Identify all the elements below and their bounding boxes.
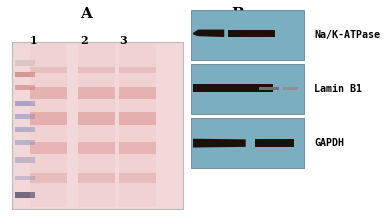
Text: 2: 2 (230, 35, 238, 46)
FancyBboxPatch shape (191, 10, 304, 60)
FancyBboxPatch shape (191, 118, 304, 168)
FancyBboxPatch shape (15, 192, 35, 198)
FancyBboxPatch shape (15, 114, 35, 119)
Text: 3: 3 (267, 35, 275, 46)
FancyBboxPatch shape (119, 67, 156, 73)
Polygon shape (193, 84, 250, 92)
FancyBboxPatch shape (30, 112, 67, 125)
FancyBboxPatch shape (30, 173, 67, 183)
FancyBboxPatch shape (15, 176, 35, 180)
FancyBboxPatch shape (15, 60, 35, 66)
FancyBboxPatch shape (12, 42, 183, 209)
FancyBboxPatch shape (30, 87, 67, 99)
FancyBboxPatch shape (15, 157, 35, 163)
Text: A: A (80, 7, 92, 21)
FancyBboxPatch shape (30, 44, 67, 207)
Polygon shape (228, 29, 275, 37)
FancyBboxPatch shape (78, 142, 115, 154)
Polygon shape (259, 87, 279, 90)
Polygon shape (193, 139, 246, 148)
Text: 1: 1 (193, 35, 201, 46)
FancyBboxPatch shape (191, 64, 304, 114)
FancyBboxPatch shape (119, 44, 156, 207)
FancyBboxPatch shape (78, 173, 115, 183)
Text: GAPDH: GAPDH (314, 138, 344, 148)
FancyBboxPatch shape (15, 72, 35, 77)
Text: B: B (231, 7, 245, 21)
Polygon shape (283, 87, 298, 90)
FancyBboxPatch shape (119, 112, 156, 125)
FancyBboxPatch shape (119, 173, 156, 183)
FancyBboxPatch shape (119, 142, 156, 154)
FancyBboxPatch shape (30, 142, 67, 154)
Text: 2: 2 (80, 35, 88, 46)
FancyBboxPatch shape (15, 127, 35, 132)
Polygon shape (255, 139, 294, 147)
FancyBboxPatch shape (78, 112, 115, 125)
Text: 1: 1 (29, 35, 37, 46)
FancyBboxPatch shape (15, 101, 35, 106)
Text: Na/K-ATPase: Na/K-ATPase (314, 30, 380, 40)
FancyBboxPatch shape (30, 67, 67, 73)
Polygon shape (230, 84, 273, 92)
Text: Lamin B1: Lamin B1 (314, 84, 362, 94)
FancyBboxPatch shape (78, 67, 115, 73)
FancyBboxPatch shape (15, 140, 35, 145)
Text: 3: 3 (119, 35, 127, 46)
FancyBboxPatch shape (119, 87, 156, 99)
FancyBboxPatch shape (78, 44, 115, 207)
FancyBboxPatch shape (78, 87, 115, 99)
Polygon shape (193, 29, 224, 37)
FancyBboxPatch shape (15, 85, 35, 90)
